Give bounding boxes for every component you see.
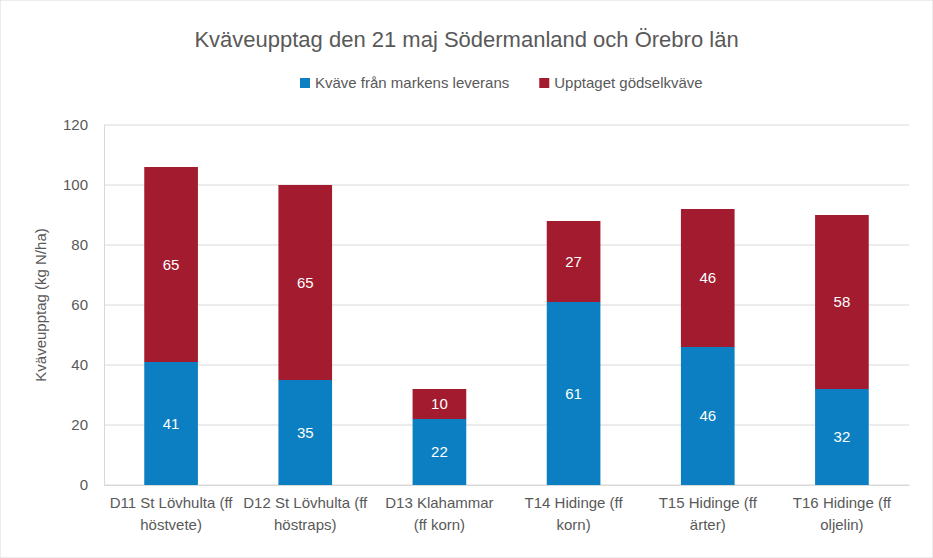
legend-item: Upptaget gödselkväve [539,74,702,91]
legend: Kväve från markens leverans Upptaget göds… [300,74,703,91]
bar [144,362,198,485]
data-label: 41 [163,415,180,432]
x-tick-label-line: T16 Hidinge (ff [793,494,892,511]
x-tick-label-line: korn) [556,516,590,533]
grid-line [104,365,909,366]
x-tick-label-line: höstraps) [274,516,337,533]
grid-line [104,425,909,426]
data-label: 65 [163,256,180,273]
bar [681,347,735,485]
data-label: 65 [297,274,314,291]
grid-line [104,185,909,186]
bar [815,389,869,485]
y-tick: 40 [71,356,104,373]
x-tick-label: T15 Hidinge (ff ärter) [659,494,758,534]
grid [104,125,909,485]
x-tick-label: T16 Hidinge (ff oljelin) [793,494,892,534]
y-tick-label: 20 [71,416,88,433]
x-tick: T16 Hidinge (ff oljelin) [793,485,892,533]
plot: 0 20 40 60 80 100 120 D11 St Lövhulta (ff höstve… [63,116,910,533]
x-tick: D12 St Lövhulta (ff höstraps) [243,485,368,533]
y-tick: 120 [63,116,104,133]
y-axis-line [104,126,105,486]
y-tick-label: 40 [71,356,88,373]
data-label: 22 [431,443,448,460]
x-tick: T14 Hidinge (ff korn) [525,485,624,533]
bar [815,215,869,389]
grid-line [104,305,909,306]
x-tick-label: D12 St Lövhulta (ff höstraps) [243,494,368,534]
data-label: 32 [834,428,851,445]
bar [547,302,601,485]
y-tick: 60 [71,296,104,313]
y-tick: 20 [71,416,104,433]
x-tick-label-line: D11 St Lövhulta (ff [110,494,234,511]
bar [278,185,332,380]
x-tick-label-line: D13 Klahammar [385,494,493,511]
y-axis: 0 20 40 60 80 100 120 [63,116,105,493]
background [0,0,933,558]
grid-line [104,245,909,246]
x-tick: D11 St Lövhulta (ff höstvete) [110,485,234,533]
data-label: 58 [834,293,851,310]
y-tick-label: 0 [80,476,88,493]
y-tick: 80 [71,236,104,253]
y-tick-label: 80 [71,236,88,253]
x-tick-label-line: T15 Hidinge (ff [659,494,758,511]
y-tick-label: 100 [63,176,88,193]
bar [413,419,467,485]
x-tick-label-line: D12 St Lövhulta (ff [243,494,368,511]
x-tick-label: T14 Hidinge (ff korn) [525,494,624,534]
legend-label: Kväve från markens leverans [315,74,509,91]
y-tick-label: 120 [63,116,88,133]
grid-line [104,125,909,126]
x-axis-line [105,485,910,486]
bar [278,380,332,485]
bar [413,389,467,419]
x-tick: T15 Hidinge (ff ärter) [659,485,758,533]
x-tick-label-line: T14 Hidinge (ff [525,494,624,511]
x-tick: D13 Klahammar (ff korn) [385,485,493,533]
x-tick-label-line: oljelin) [820,516,863,533]
bars [144,167,869,485]
x-tick-label: D13 Klahammar (ff korn) [385,494,493,534]
chart: Kväveupptag den 21 maj Södermanland och … [0,0,933,558]
legend-label: Upptaget gödselkväve [554,74,702,91]
bar [144,167,198,362]
y-tick-label: 60 [71,296,88,313]
legend-swatch [300,78,310,88]
data-label: 35 [297,424,314,441]
bar [547,221,601,302]
data-label: 10 [431,395,448,412]
x-axis: D11 St Lövhulta (ff höstvete) D12 St Lövhu… [105,485,910,533]
data-labels: 41 35 22 61 46 32 65 65 10 27 46 58 [163,253,851,461]
x-tick-label-line: höstvete) [140,516,202,533]
legend-item: Kväve från markens leverans [300,74,509,91]
y-tick: 0 [80,476,104,493]
y-tick: 100 [63,176,104,193]
data-label: 46 [699,269,716,286]
y-axis-title: Kväveupptag (kg N/ha) [32,228,49,381]
title: Kväveupptag den 21 maj Södermanland och … [194,27,738,52]
data-label: 46 [699,407,716,424]
legend-swatch [539,78,549,88]
x-tick-label-line: (ff korn) [414,516,465,533]
data-label: 61 [565,385,582,402]
x-tick-label-line: ärter) [690,516,726,533]
x-tick-label: D11 St Lövhulta (ff höstvete) [110,494,234,534]
grid-line [104,485,909,486]
bar [681,209,735,347]
data-label: 27 [565,253,582,270]
